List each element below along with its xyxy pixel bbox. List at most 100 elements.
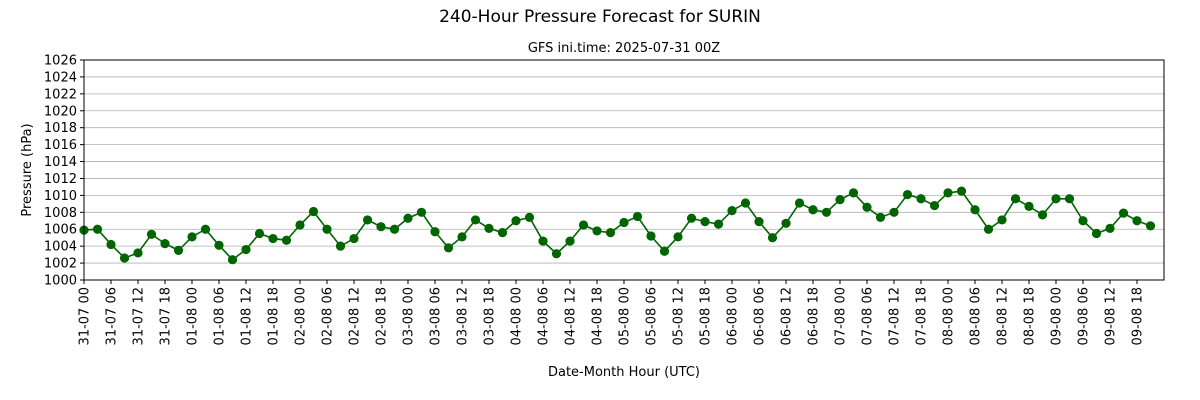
data-point	[1064, 194, 1075, 204]
x-tick-label: 07-08 18	[915, 287, 930, 345]
y-tick-label: 1004	[44, 240, 77, 255]
data-point	[1051, 194, 1061, 204]
data-point	[470, 215, 481, 225]
data-point	[430, 227, 440, 237]
x-tick-label: 03-08 06	[429, 287, 444, 345]
y-tick-label: 1024	[44, 70, 77, 85]
data-point	[187, 232, 197, 242]
x-tick-label: 09-08 12	[1104, 287, 1119, 345]
data-point	[727, 206, 737, 216]
data-point	[592, 226, 602, 236]
x-tick-label: 04-08 12	[564, 287, 579, 345]
data-point	[929, 200, 940, 211]
data-point	[443, 243, 454, 253]
x-tick-label: 01-08 00	[186, 287, 201, 345]
y-tick-label: 1000	[44, 274, 77, 289]
data-point	[133, 248, 143, 258]
y-tick-label: 1006	[44, 223, 77, 238]
x-tick-label: 01-08 18	[267, 287, 282, 345]
x-tick-label: 31-07 06	[105, 287, 120, 345]
data-point	[835, 195, 845, 205]
x-tick-label: 04-08 06	[537, 287, 552, 345]
x-tick-label: 31-07 12	[132, 287, 147, 345]
data-point	[821, 207, 832, 217]
data-point	[754, 217, 764, 227]
data-point	[916, 194, 926, 204]
data-point	[308, 206, 319, 217]
data-point	[295, 220, 305, 230]
data-point	[1024, 201, 1034, 211]
data-point	[1078, 216, 1088, 226]
data-point	[875, 212, 886, 222]
data-point	[619, 217, 629, 228]
x-tick-label: 06-08 06	[753, 287, 768, 345]
x-tick-label: 31-07 00	[78, 287, 93, 345]
data-point	[281, 235, 292, 245]
data-point	[457, 232, 467, 242]
data-point	[686, 213, 697, 223]
chart-title: 240-Hour Pressure Forecast for SURIN	[439, 7, 761, 27]
plot-frame	[83, 59, 1165, 281]
y-tick-label: 1008	[44, 206, 77, 221]
data-point	[1105, 223, 1115, 233]
x-tick-label: 09-08 00	[1050, 287, 1065, 345]
data-point	[1145, 221, 1156, 231]
data-point	[227, 255, 238, 265]
data-point	[214, 240, 224, 250]
data-point	[146, 229, 157, 239]
data-point	[808, 205, 818, 215]
data-point	[943, 188, 953, 198]
x-tick-label: 02-08 18	[375, 287, 390, 345]
data-point	[1037, 210, 1048, 220]
data-point	[848, 188, 859, 198]
y-axis-ticks: 1000 1002 1004 1006 1008 1010 1012 1014 1016 1018…	[44, 54, 84, 289]
x-tick-label: 03-08 18	[483, 287, 498, 345]
data-point	[902, 189, 913, 200]
data-point	[889, 207, 899, 217]
data-point	[1010, 194, 1021, 204]
x-tick-label: 07-08 12	[888, 287, 903, 345]
x-tick-label: 01-08 12	[240, 287, 255, 345]
data-point	[335, 241, 346, 251]
data-point	[1091, 228, 1102, 239]
x-tick-label: 06-08 12	[780, 287, 795, 345]
data-point	[956, 186, 967, 196]
x-tick-label: 04-08 18	[591, 287, 606, 345]
data-point	[160, 239, 170, 249]
data-point	[1118, 208, 1129, 218]
x-tick-label: 02-08 06	[321, 287, 336, 345]
data-point	[484, 223, 494, 233]
data-point	[983, 224, 994, 234]
y-tick-label: 1014	[44, 155, 77, 170]
data-point	[389, 224, 400, 234]
y-tick-label: 1002	[44, 257, 77, 272]
data-point	[632, 211, 643, 222]
x-tick-label: 03-08 00	[402, 287, 417, 345]
data-point	[794, 198, 805, 208]
data-point	[403, 213, 413, 223]
x-tick-label: 01-08 06	[213, 287, 228, 345]
x-axis-label: Date-Month Hour (UTC)	[548, 365, 700, 380]
data-point	[740, 198, 751, 208]
data-point	[173, 245, 184, 255]
y-axis-label: Pressure (hPa)	[20, 123, 35, 216]
data-point	[565, 236, 575, 246]
data-point	[322, 224, 332, 234]
x-tick-label: 02-08 00	[294, 287, 309, 345]
data-point	[578, 220, 589, 230]
data-point	[538, 236, 548, 246]
x-tick-label: 08-08 06	[969, 287, 984, 345]
y-tick-label: 1018	[44, 121, 77, 136]
data-point	[862, 202, 872, 212]
x-tick-label: 05-08 06	[645, 287, 660, 345]
x-tick-label: 05-08 18	[699, 287, 714, 345]
data-point	[713, 219, 724, 229]
y-tick-label: 1012	[44, 172, 77, 187]
chart-subtitle: GFS ini.time: 2025-07-31 00Z	[528, 41, 720, 56]
x-tick-label: 07-08 00	[834, 287, 849, 345]
data-point	[362, 215, 373, 225]
x-tick-label: 31-07 18	[159, 287, 174, 345]
y-tick-label: 1026	[44, 54, 77, 69]
x-tick-label: 02-08 12	[348, 287, 363, 345]
